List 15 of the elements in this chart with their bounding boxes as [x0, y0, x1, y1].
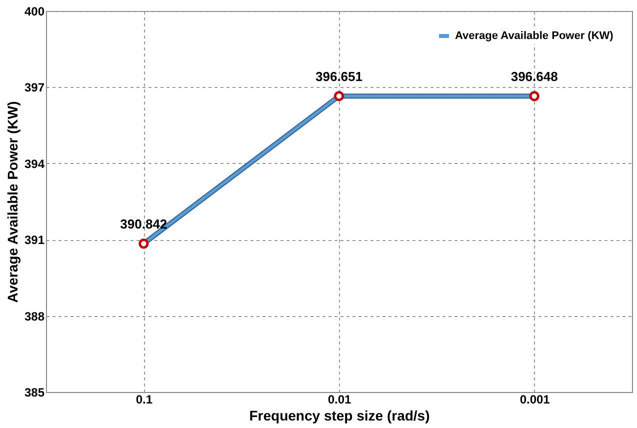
data-label: 396.648: [510, 69, 558, 84]
y-tick-label: 391: [24, 233, 45, 248]
x-axis-title: Frequency step size (rad/s): [249, 408, 430, 424]
legend-label: Average Available Power (KW): [455, 30, 614, 42]
data-label: 390.842: [120, 216, 168, 232]
y-tick-label: 400: [24, 4, 45, 18]
y-tick-label: 394: [24, 156, 45, 171]
y-tick-label: 385: [24, 386, 45, 400]
x-tick-label: 0.01: [328, 392, 352, 406]
data-label: 396.651: [316, 69, 362, 84]
y-tick-label: 388: [24, 309, 45, 324]
y-axis-title: Average Available Power (KW): [4, 101, 20, 303]
x-tick-label: 0.1: [136, 392, 153, 406]
x-tick-label: 0.001: [520, 392, 550, 406]
y-tick-label: 397: [24, 80, 45, 95]
